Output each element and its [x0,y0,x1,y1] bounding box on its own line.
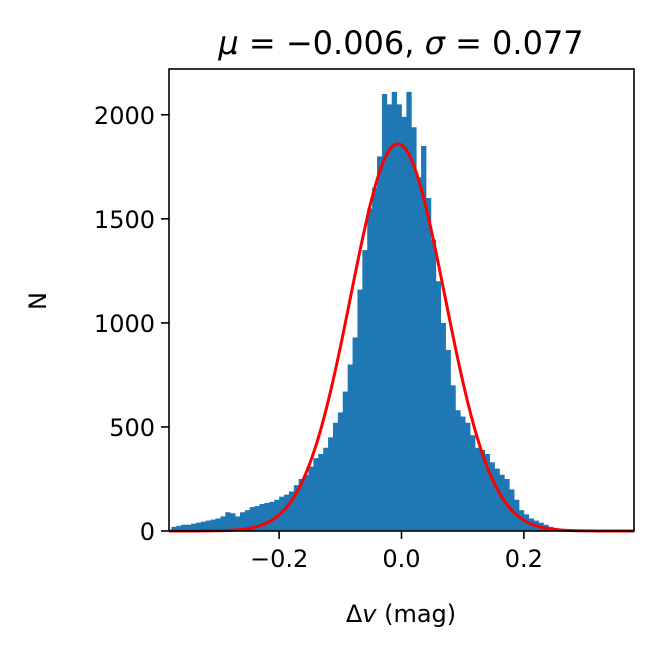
histogram-bar [381,93,388,531]
y-axis-ticks: 0 500 1000 1500 2000 [94,102,169,546]
histogram-bar [259,503,265,531]
y-tick-label: 0 [140,518,155,546]
histogram-bar [205,520,211,531]
y-axis-label: N [24,292,52,310]
y-tick-label: 1500 [94,206,155,234]
histogram-bar [372,187,378,531]
histogram-bar [499,474,505,531]
histogram-bar [195,522,202,531]
histogram-bars [171,91,632,532]
histogram-bar [239,512,246,531]
y-tick-label: 2000 [94,102,155,130]
y-tick-label: 500 [109,414,155,442]
histogram-bar [318,454,324,531]
histogram-bar [269,501,275,531]
histogram-bar [391,91,397,531]
histogram-bar [220,516,226,531]
histogram-bar [303,474,309,531]
histogram-bar [288,491,295,531]
histogram-bar [406,91,412,531]
histogram-bar [479,449,486,531]
histogram-bar [235,516,241,531]
histogram-bar [518,510,525,531]
histogram-bar [367,208,373,531]
x-tick-label: −0.2 [250,545,308,573]
histogram-bar [494,468,500,531]
histogram-bar [249,507,256,531]
x-tick-label: 0.2 [505,545,543,573]
histogram-bar [377,156,383,531]
histogram-bar [323,447,329,531]
histogram-bar [489,462,495,531]
histogram-bar [230,513,236,531]
histogram-bar [337,412,344,531]
x-axis-ticks: −0.2 0.0 0.2 [250,531,543,573]
histogram-bar [186,524,192,531]
histogram-bar [313,458,319,531]
histogram-bar [484,454,490,531]
histogram-bar [401,116,407,532]
histogram-bar [347,364,353,531]
histogram-bar [440,322,446,531]
histogram-bar [293,485,300,531]
histogram-bar [450,385,456,531]
histogram-bar [176,525,182,531]
histogram-bar [386,104,393,531]
histogram-bar [328,437,334,531]
histogram-bar [416,177,422,531]
histogram-bar [474,447,481,531]
histogram-bar [430,239,437,531]
histogram-bar [210,519,216,531]
histogram-bar [435,281,442,531]
histogram-bar [425,198,432,531]
y-tick-label: 1000 [94,310,155,338]
chart-title: μ = −0.006, σ = 0.077 [217,24,583,62]
histogram-bar [191,523,197,531]
histogram-bar [171,526,177,531]
x-tick-label: 0.0 [382,545,420,573]
histogram-bar [411,127,417,532]
histogram-bar [396,104,402,531]
histogram-bar [225,512,231,531]
histogram-bar [215,518,221,531]
histogram-bar [284,494,290,531]
histogram-bar [308,466,314,531]
histogram-bar [445,349,451,531]
gaussian-fit-curve [169,142,634,533]
histogram-bar [362,250,368,532]
x-axis-label: Δv (mag) [346,600,456,628]
histogram-bar [254,506,260,531]
histogram-bar [352,337,358,531]
histogram-bar [332,422,339,531]
histogram-bar [342,391,349,531]
histogram-bar [470,435,476,531]
histogram-bar [460,416,466,531]
histogram-bar [200,521,207,531]
histogram-bar [421,146,427,531]
histogram-bar [465,422,471,531]
histogram-bar [455,410,461,531]
histogram-bar [298,478,304,531]
histogram-bar [264,502,270,531]
histogram-bar [244,510,251,531]
histogram-bar [181,524,187,531]
histogram-bar [357,289,363,531]
